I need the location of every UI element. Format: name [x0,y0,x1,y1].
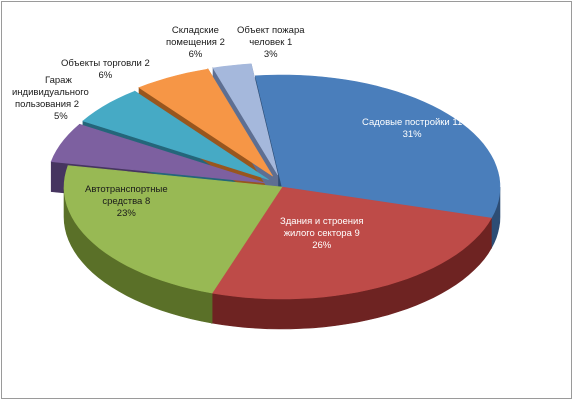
slice-sklad [138,68,273,177]
label-sadovye: Садовые постройки 11 31% [362,117,462,141]
slice-avto [63,165,283,294]
label-avto-name-1: Автотранспортные [85,184,168,195]
label-torgovlya-name: Объекты торговли 2 [61,58,150,69]
label-chelovek-name-1: Объект пожара [237,25,305,36]
slice-torgovlya [82,90,269,180]
label-torgovlya-percent: 6% [98,70,113,81]
pie-chart [50,63,501,330]
label-garazh-name-2: индивидуального [12,87,89,98]
label-garazh: Гараж индивидуального пользования 2 5% [12,75,89,123]
label-zdaniya-name-1: Здания и строения [280,216,364,227]
label-garazh-name-1: Гараж [45,75,72,86]
label-chelovek: Объект пожара человек 1 3% [237,25,305,61]
label-zdaniya-name-2: жилого сектора 9 [283,228,360,239]
label-sklad-name-2: помещения 2 [166,37,225,48]
slice-sadovye [255,74,501,219]
label-torgovlya: Объекты торговли 2 6% [61,58,150,82]
label-chelovek-name-2: человек 1 [249,37,293,48]
label-sadovye-name: Садовые постройки 11 [362,117,463,128]
label-sadovye-percent: 31% [402,129,422,140]
slice-zdaniya [211,186,492,300]
label-chelovek-percent: 3% [263,49,278,60]
label-avto-name-2: средства 8 [102,196,151,207]
slice-garazh [50,123,266,184]
label-zdaniya: Здания и строения жилого сектора 9 26% [280,216,364,252]
label-garazh-percent: 5% [54,111,68,122]
chart-frame: Садовые постройки 11 31% Здания и строен… [1,1,572,399]
label-sklad-percent: 6% [188,49,203,60]
label-avto-percent: 23% [116,208,136,219]
label-garazh-name-3: пользования 2 [15,99,80,110]
label-sklad-name-1: Складские [171,25,219,36]
label-avto: Автотранспортные средства 8 23% [85,184,168,220]
label-sklad: Складские помещения 2 6% [166,25,225,61]
label-zdaniya-percent: 26% [312,240,332,251]
slice-chelovek [212,63,279,176]
